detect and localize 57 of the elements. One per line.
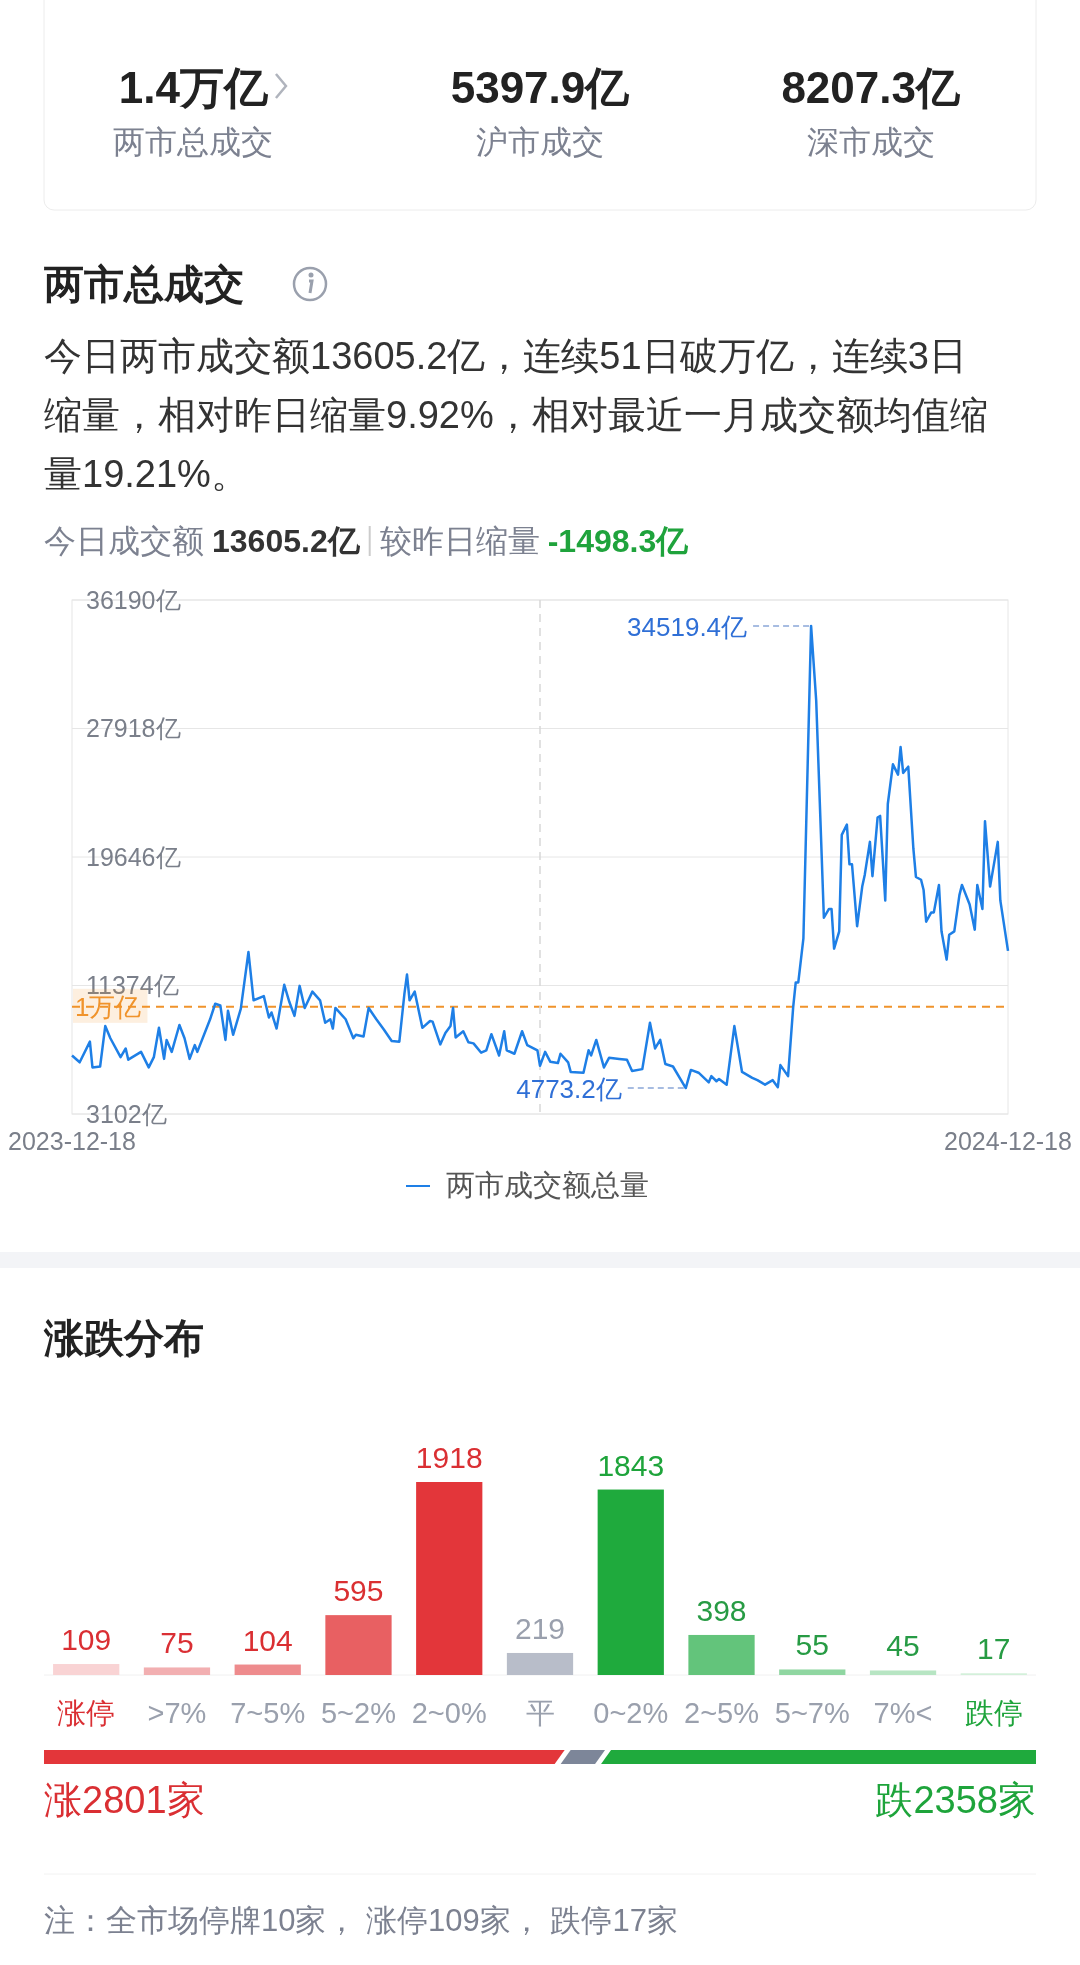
x-tick-label: 2023-12-18 xyxy=(8,1127,136,1155)
chart-subtitle: 今日两市成交额13605.2亿，连续51日破万亿，连续3日缩量，相对昨日缩量9.92%，相对最近一月成交额均值缩量19.21%。 xyxy=(44,335,988,495)
bar xyxy=(688,1634,755,1675)
data-label: 595 xyxy=(333,1574,384,1608)
x-tick-label: 7%< xyxy=(873,1697,933,1729)
x-tick-label: 5~2% xyxy=(320,1697,396,1729)
bar xyxy=(869,1670,937,1675)
data-label: 45 xyxy=(886,1629,920,1663)
x-tick-label: 2~5% xyxy=(684,1697,760,1729)
x-tick-label: 0~2% xyxy=(593,1697,669,1729)
x-tick-label: 跌停 xyxy=(964,1697,1023,1729)
text: 深市成交 xyxy=(806,124,935,160)
data-label: 1843 xyxy=(597,1448,665,1482)
data-label: 17 xyxy=(977,1632,1011,1666)
data-label: 104 xyxy=(242,1623,293,1657)
text: 沪市成交 xyxy=(476,124,604,160)
text: 跌2358家 xyxy=(875,1779,1036,1821)
data-label: 219 xyxy=(514,1611,566,1645)
text: 两市总成交 xyxy=(113,124,274,160)
bar xyxy=(416,1482,483,1675)
text: -1498.3亿 xyxy=(547,523,690,559)
data-label: 1918 xyxy=(415,1441,483,1474)
text: 8207.3亿 xyxy=(781,63,961,112)
text: 今日成交额 xyxy=(44,523,204,559)
y-tick-label: 3102亿 xyxy=(86,1099,167,1128)
annotation: 4773.2亿 xyxy=(516,1074,622,1105)
x-tick-label: 5~7% xyxy=(774,1697,850,1729)
x-tick-label: 涨停 xyxy=(57,1697,116,1729)
data-label: 55 xyxy=(795,1628,829,1662)
x-tick-label: 平 xyxy=(525,1697,555,1729)
x-tick-label: 7~5% xyxy=(230,1697,306,1729)
chart-title: 涨跌分布 xyxy=(43,1316,204,1360)
y-tick-label: 27918亿 xyxy=(86,714,181,743)
x-tick-label: >7% xyxy=(147,1697,207,1729)
bar xyxy=(234,1664,301,1675)
x-tick-label: 2~0% xyxy=(411,1697,487,1729)
y-tick-label: 36190亿 xyxy=(86,585,181,614)
chart-title: 两市总成交 xyxy=(43,262,244,306)
annotation: 34519.4亿 xyxy=(627,611,748,642)
bar xyxy=(325,1615,392,1675)
x-tick-label: 2024-12-18 xyxy=(944,1127,1072,1155)
text: 涨2801家 xyxy=(44,1779,205,1821)
text: 较昨日缩量 xyxy=(379,523,540,559)
text: 1.4万亿 xyxy=(118,63,269,112)
text: 注：全市场停牌10家， 涨停109家， 跌停17家 xyxy=(44,1903,678,1938)
bar xyxy=(779,1669,846,1675)
data-label: 398 xyxy=(696,1593,747,1627)
bar xyxy=(597,1489,664,1675)
data-label: 109 xyxy=(61,1623,112,1657)
bar xyxy=(506,1652,574,1675)
y-tick-label: 19646亿 xyxy=(86,842,181,871)
data-label: 75 xyxy=(160,1626,194,1660)
text: 5397.9亿 xyxy=(450,63,631,112)
bar xyxy=(143,1667,211,1675)
bar xyxy=(53,1664,120,1675)
text: 13605.2亿 xyxy=(212,523,361,559)
legend-label: 两市成交额总量 xyxy=(446,1169,649,1201)
